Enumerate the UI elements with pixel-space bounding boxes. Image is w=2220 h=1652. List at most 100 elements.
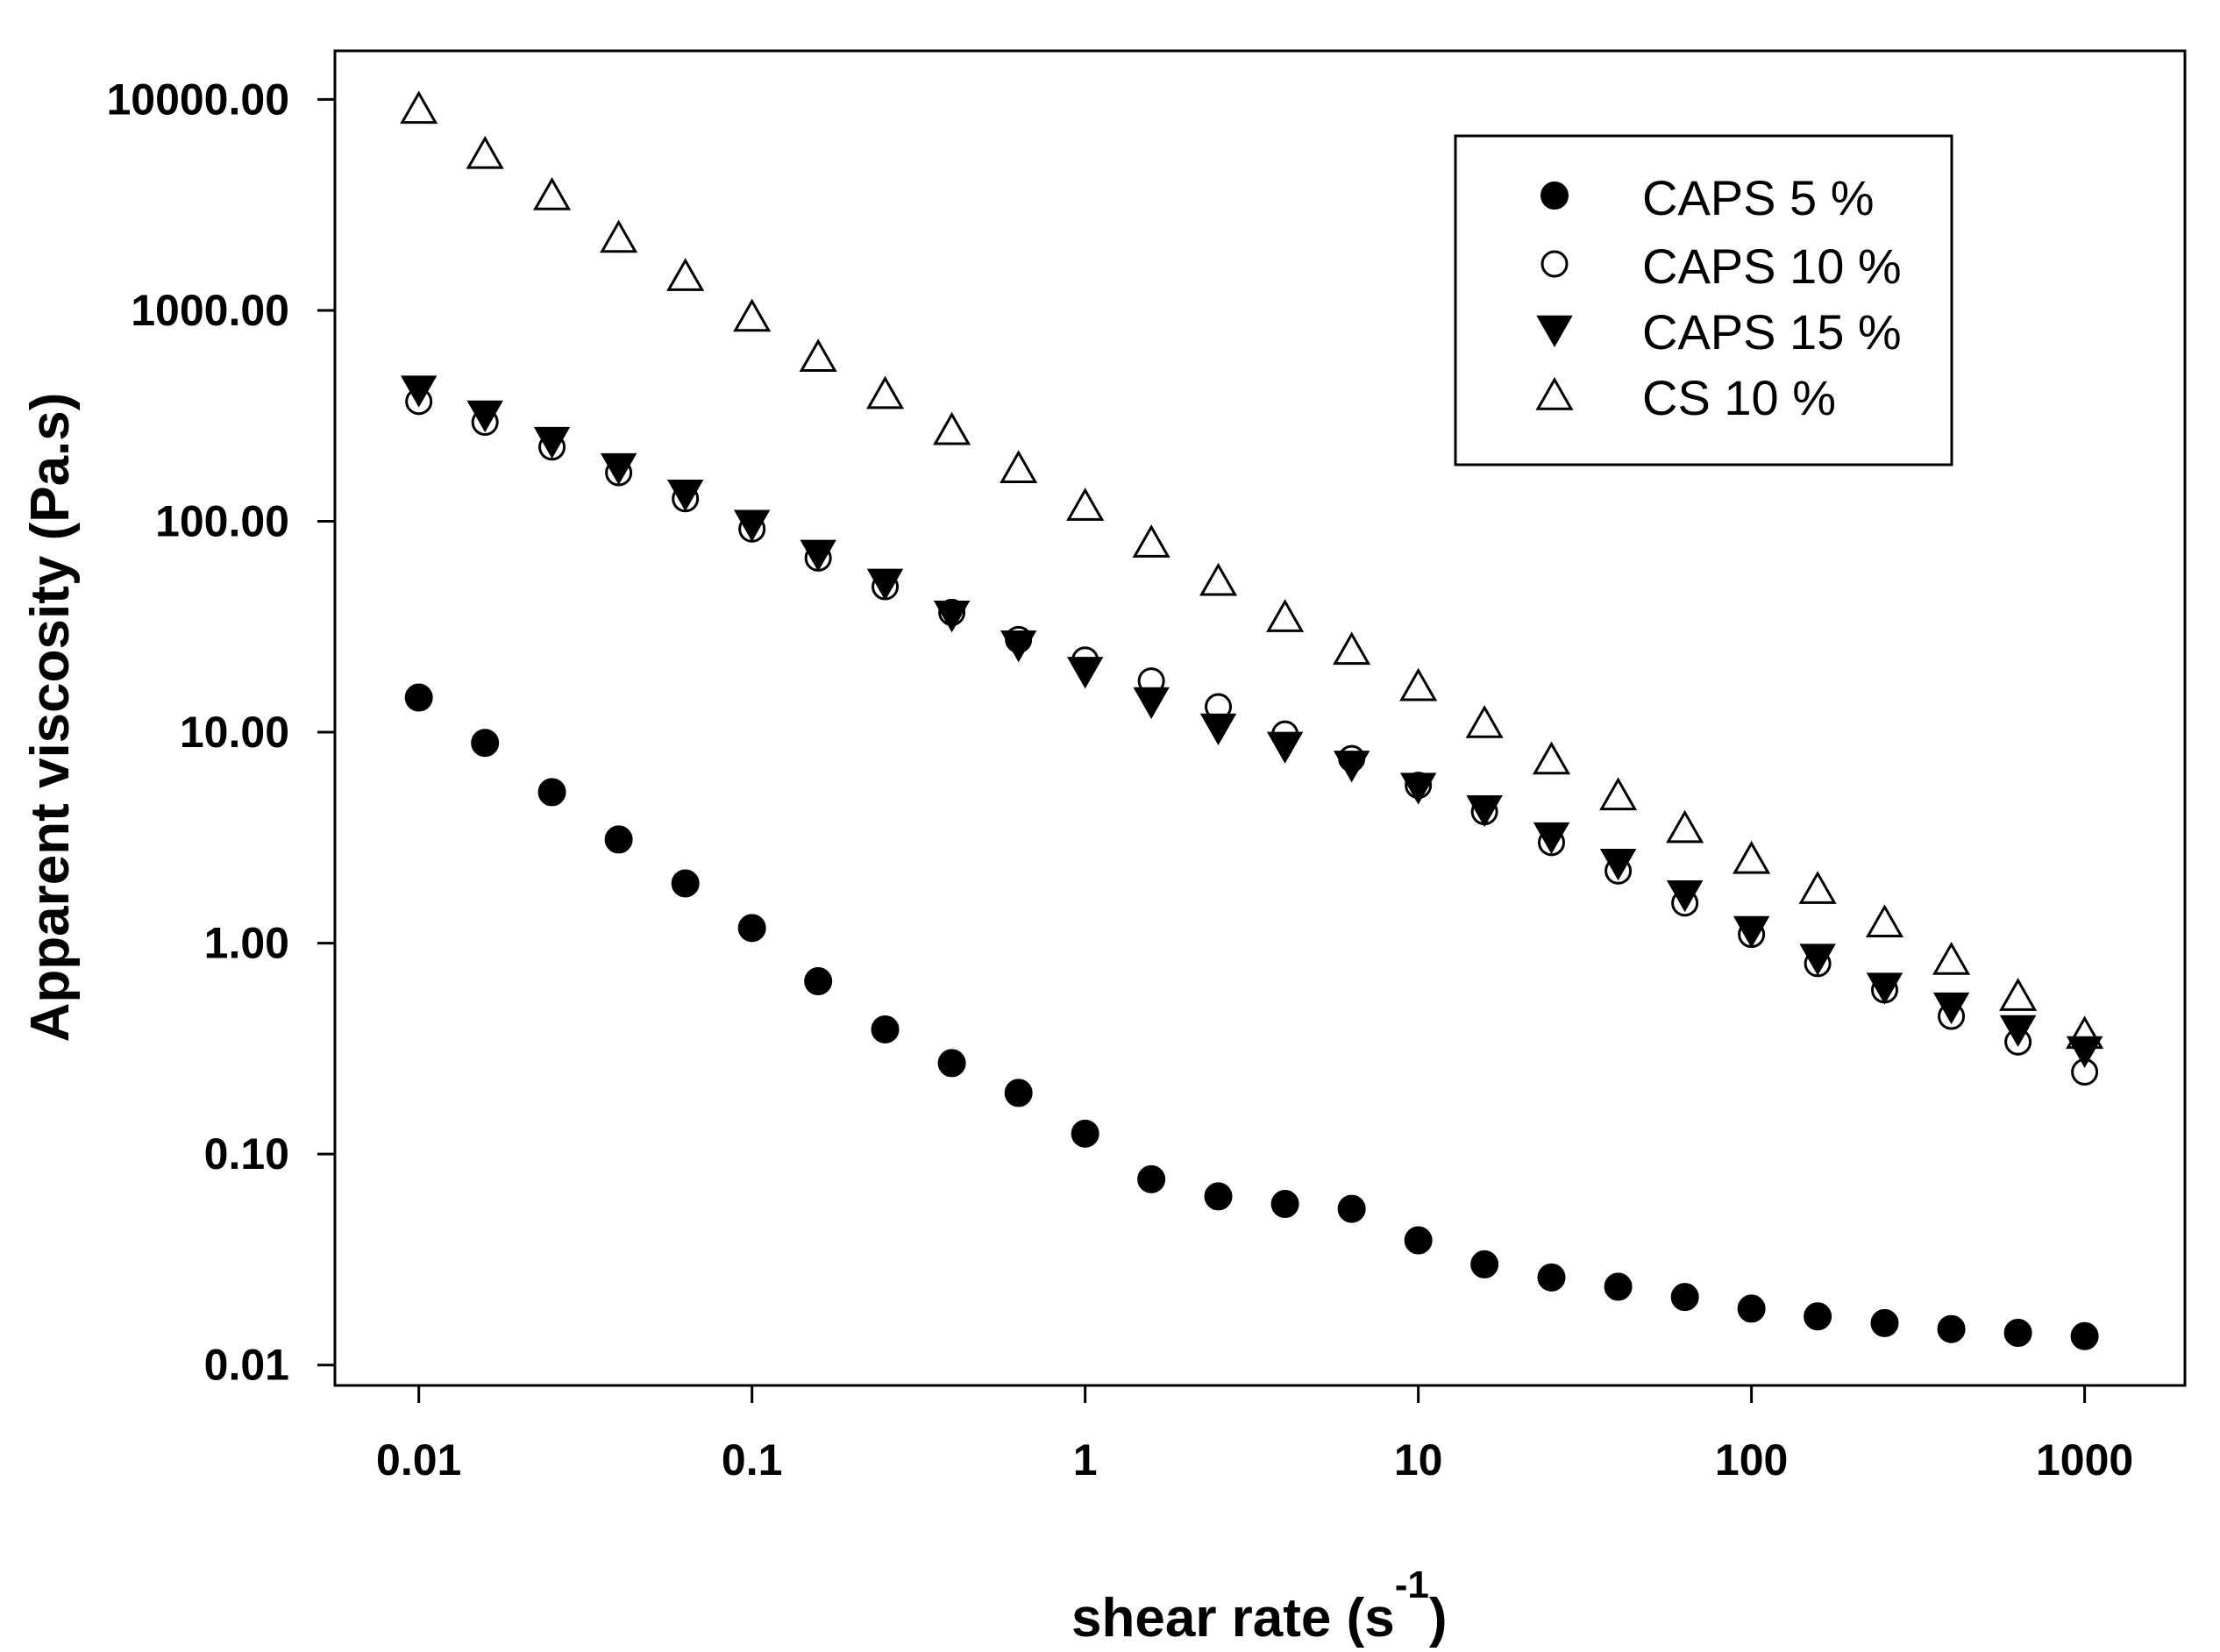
data-point: [533, 426, 571, 459]
data-point: [1733, 915, 1770, 949]
series-caps-5: [404, 683, 2099, 1350]
data-point: [1132, 524, 1170, 558]
x-axis-title-main: shear rate (s: [1071, 1588, 1395, 1648]
legend-entry: CS 10 %: [1535, 370, 1836, 425]
data-point: [2066, 1036, 2103, 1069]
plot-area-frame: [333, 49, 2187, 1387]
y-axis-title: Apparent viscosity (Pa.s): [20, 393, 81, 1043]
data-point: [800, 539, 836, 572]
x-axis-title: shear rate (s-1): [1071, 1563, 1448, 1648]
data-point: [2070, 1321, 2099, 1350]
data-point: [1599, 777, 1638, 811]
data-point: [1004, 1079, 1033, 1107]
legend-entry: CAPS 5 %: [1540, 170, 1875, 225]
x-tick-label: 0.1: [722, 1435, 783, 1485]
data-point: [1932, 941, 1971, 975]
data-point: [1000, 450, 1038, 483]
data-point: [1865, 904, 1904, 937]
data-point: [1333, 751, 1370, 783]
series-caps-15: [400, 375, 2103, 1069]
data-point: [1799, 943, 1836, 976]
data-point: [604, 825, 633, 854]
data-point: [671, 869, 700, 898]
data-point: [1737, 1294, 1766, 1323]
data-point: [1465, 705, 1504, 738]
legend-label: CS 10 %: [1642, 370, 1836, 425]
data-point: [1071, 1119, 1099, 1148]
data-point: [1066, 488, 1105, 521]
data-point: [1932, 992, 1970, 1025]
data-point: [799, 338, 837, 373]
data-point: [1666, 879, 1704, 913]
data-point: [865, 375, 905, 409]
data-point: [400, 375, 438, 408]
data-point: [733, 509, 771, 542]
data-point: [1404, 1226, 1433, 1255]
data-point: [1333, 631, 1371, 666]
y-tick-label: 10000.00: [106, 75, 289, 124]
y-tick-label: 1000.00: [131, 286, 289, 335]
data-point: [1204, 1182, 1233, 1211]
data-point: [1999, 978, 2038, 1011]
y-axis: 0.01 0.10 1.00 10.00 100.00 1000.00 10000.00: [106, 75, 335, 1390]
data-point: [666, 479, 704, 512]
data-point: [471, 729, 500, 758]
data-point: [1533, 822, 1570, 855]
x-axis-title-superscript: -1: [1395, 1563, 1429, 1606]
data-point: [1604, 1272, 1633, 1301]
x-tick-label: 100: [1715, 1435, 1788, 1485]
data-point: [933, 411, 971, 445]
y-tick-label: 100.00: [155, 497, 289, 546]
legend-marker: [1535, 376, 1574, 410]
data-point: [1798, 871, 1837, 904]
data-point: [1137, 1164, 1166, 1193]
data-point: [1599, 848, 1637, 881]
data-point: [866, 568, 904, 601]
data-point: [804, 967, 833, 996]
data-point: [1470, 1250, 1499, 1278]
data-point: [1670, 1283, 1699, 1312]
legend-marker: [1540, 250, 1569, 278]
data-point: [1537, 1263, 1566, 1292]
data-point: [1999, 1015, 2037, 1048]
data-point: [737, 914, 766, 943]
y-tick-label: 10.00: [180, 708, 289, 757]
legend-label: CAPS 5 %: [1642, 170, 1875, 225]
legend-label: CAPS 15 %: [1642, 304, 1902, 360]
data-point: [1666, 809, 1704, 844]
data-point: [466, 400, 503, 433]
data-point: [1870, 1308, 1899, 1337]
data-point: [1266, 599, 1305, 632]
data-point: [1337, 1194, 1366, 1223]
data-point: [1733, 840, 1771, 874]
data-point: [933, 601, 971, 633]
data-point: [1399, 773, 1437, 805]
data-point: [1866, 972, 1903, 1005]
x-axis-title-close: ): [1429, 1588, 1448, 1648]
y-tick-label: 0.10: [204, 1129, 289, 1178]
data-point: [2003, 1319, 2032, 1348]
legend-marker: [1540, 182, 1569, 210]
data-point: [537, 778, 566, 807]
data-point: [1399, 667, 1438, 701]
data-point: [404, 683, 433, 712]
data-point: [600, 452, 637, 486]
data-point: [1466, 795, 1503, 828]
data-point: [1199, 713, 1237, 746]
data-point: [466, 135, 504, 169]
data-point: [400, 90, 438, 125]
legend-entry: CAPS 10 %: [1540, 239, 1902, 294]
x-tick-label: 1: [1073, 1435, 1098, 1485]
data-point: [666, 258, 705, 291]
data-point: [1066, 657, 1104, 689]
data-point: [1133, 687, 1170, 719]
data-series: [400, 90, 2104, 1350]
data-point: [1937, 1314, 1966, 1343]
x-tick-label: 1000: [2036, 1435, 2133, 1485]
data-point: [2066, 1015, 2104, 1050]
data-point: [1532, 741, 1571, 775]
legend-marker: [1536, 315, 1573, 348]
data-point: [532, 177, 572, 210]
x-tick-label: 0.01: [376, 1435, 461, 1485]
